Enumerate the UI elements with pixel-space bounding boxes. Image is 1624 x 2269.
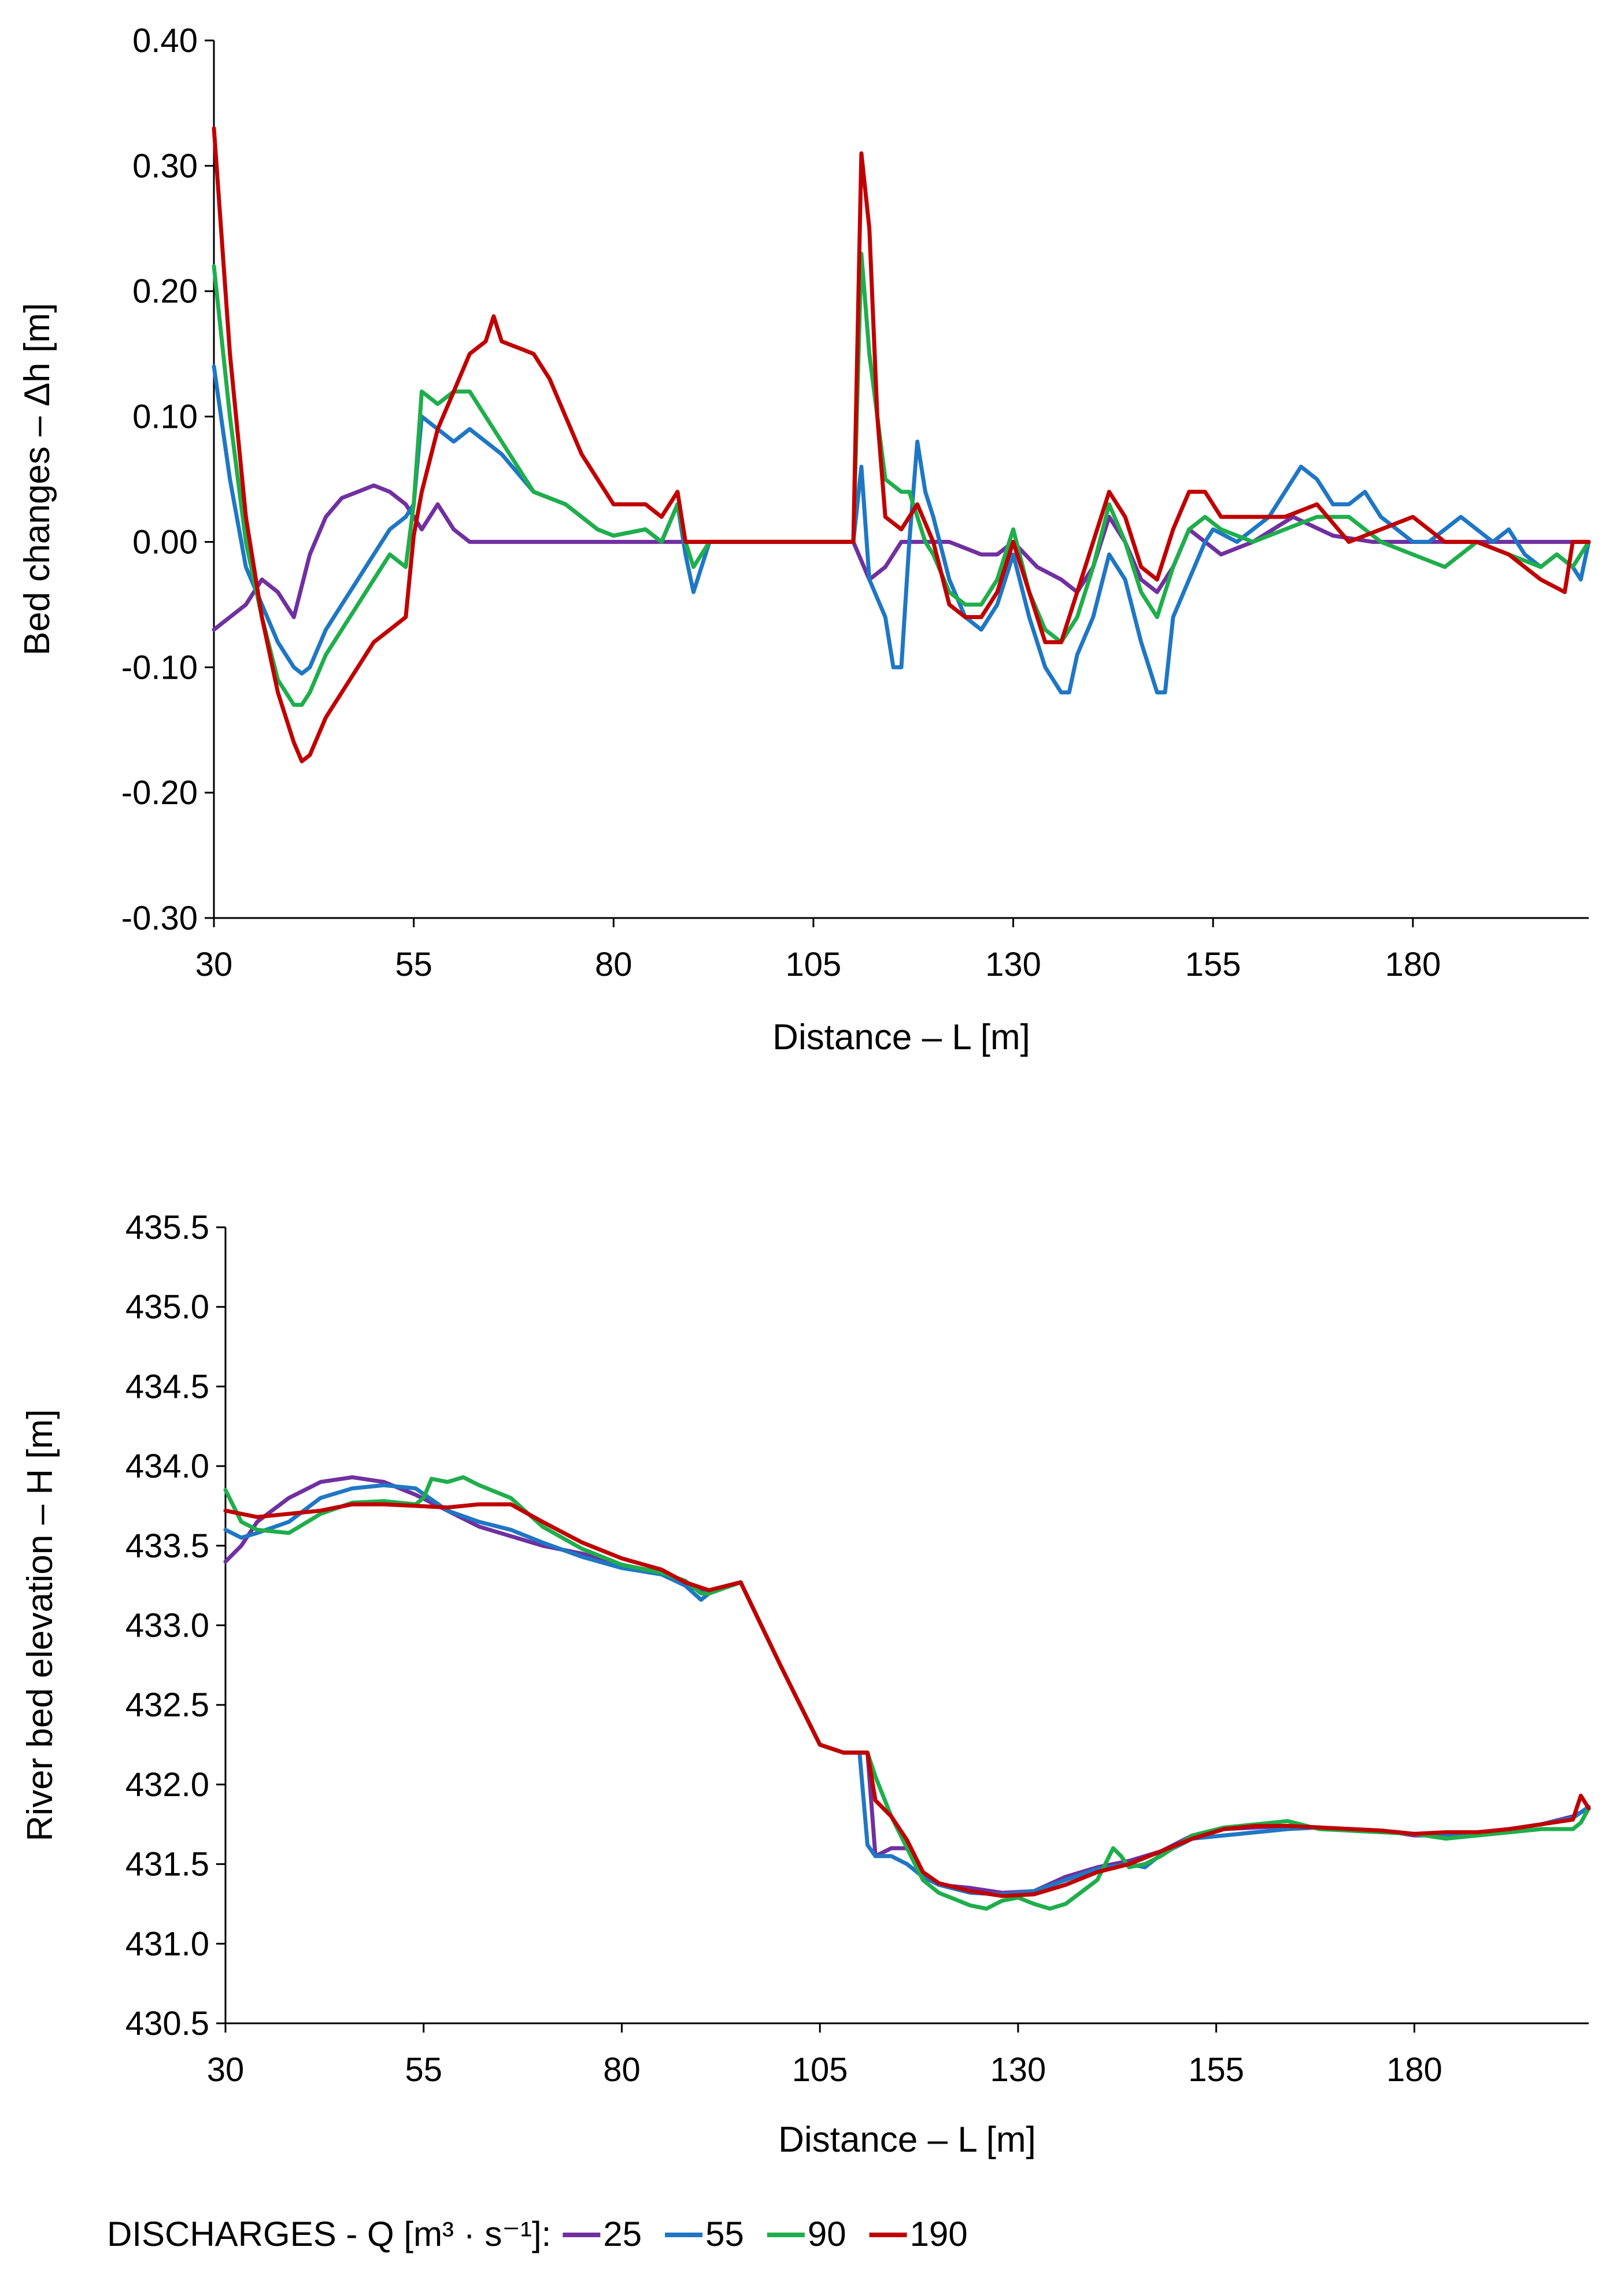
y-tick-label: 433.5 xyxy=(125,1527,209,1565)
y-tick-label: 435.5 xyxy=(125,1209,209,1246)
x-tick-label: 180 xyxy=(1385,946,1441,983)
y-tick-label: 0.30 xyxy=(132,147,198,185)
x-tick-label: 105 xyxy=(792,2051,848,2089)
x-tick-label: 30 xyxy=(195,946,233,983)
y-axis-label: River bed elevation – H [m] xyxy=(20,1409,60,1842)
x-tick-label: 155 xyxy=(1188,2051,1244,2089)
x-axis-label: Distance – L [m] xyxy=(778,2120,1036,2160)
legend-label-25: 25 xyxy=(603,2215,642,2253)
y-tick-label: 435.0 xyxy=(125,1289,209,1326)
x-tick-label: 180 xyxy=(1386,2051,1442,2089)
x-tick-label: 55 xyxy=(395,946,432,983)
series-line-190 xyxy=(223,1502,1591,1898)
legend-label-190: 190 xyxy=(910,2215,968,2253)
x-tick-label: 30 xyxy=(207,2051,245,2089)
legend-label-55: 55 xyxy=(705,2215,744,2253)
y-tick-label: 434.0 xyxy=(125,1448,209,1485)
y-tick-label: 431.5 xyxy=(125,1846,209,1883)
x-tick-label: 80 xyxy=(603,2051,641,2089)
series-line-190 xyxy=(212,126,1591,764)
y-tick-label: 434.5 xyxy=(125,1368,209,1405)
y-tick-label: 432.0 xyxy=(125,1766,209,1804)
y-tick-label: -0.10 xyxy=(121,649,198,686)
y-tick-label: 0.20 xyxy=(132,273,198,310)
x-tick-label: 55 xyxy=(405,2051,442,2089)
river-bed-elevation-chart: 430.5 431.0 431.5 432.0 432.5 433.0 433.5 434.0… xyxy=(20,1209,1591,2160)
y-axis-label: Bed changes – Δh [m] xyxy=(17,303,57,656)
x-tick-label: 155 xyxy=(1185,946,1241,983)
y-tick-label: 433.0 xyxy=(125,1607,209,1645)
y-tick-label: 431.0 xyxy=(125,1925,209,1963)
legend-title: DISCHARGES - Q [m³ · s⁻¹]: xyxy=(107,2215,551,2253)
series-line-25 xyxy=(212,483,1591,632)
x-axis-label: Distance – L [m] xyxy=(772,1017,1030,1057)
y-tick-label: 0.10 xyxy=(132,398,198,436)
x-tick-label: 105 xyxy=(786,946,842,983)
legend: DISCHARGES - Q [m³ · s⁻¹]: 25 55 90 190 xyxy=(107,2215,968,2253)
bed-changes-chart: -0.30 -0.20 -0.10 0.00 0.10 0.20 0.30 0.40 30 55 8… xyxy=(17,22,1591,1057)
y-tick-label: 430.5 xyxy=(125,2005,209,2042)
y-tick-label: 0.00 xyxy=(132,523,198,561)
y-tick-label: 432.5 xyxy=(125,1686,209,1724)
y-tick-label: 0.40 xyxy=(132,22,198,60)
x-tick-label: 80 xyxy=(595,946,632,983)
y-tick-label: -0.30 xyxy=(121,900,198,937)
x-tick-label: 130 xyxy=(985,946,1041,983)
x-tick-label: 130 xyxy=(990,2051,1046,2089)
legend-label-90: 90 xyxy=(808,2215,846,2253)
y-tick-label: -0.20 xyxy=(121,774,198,812)
